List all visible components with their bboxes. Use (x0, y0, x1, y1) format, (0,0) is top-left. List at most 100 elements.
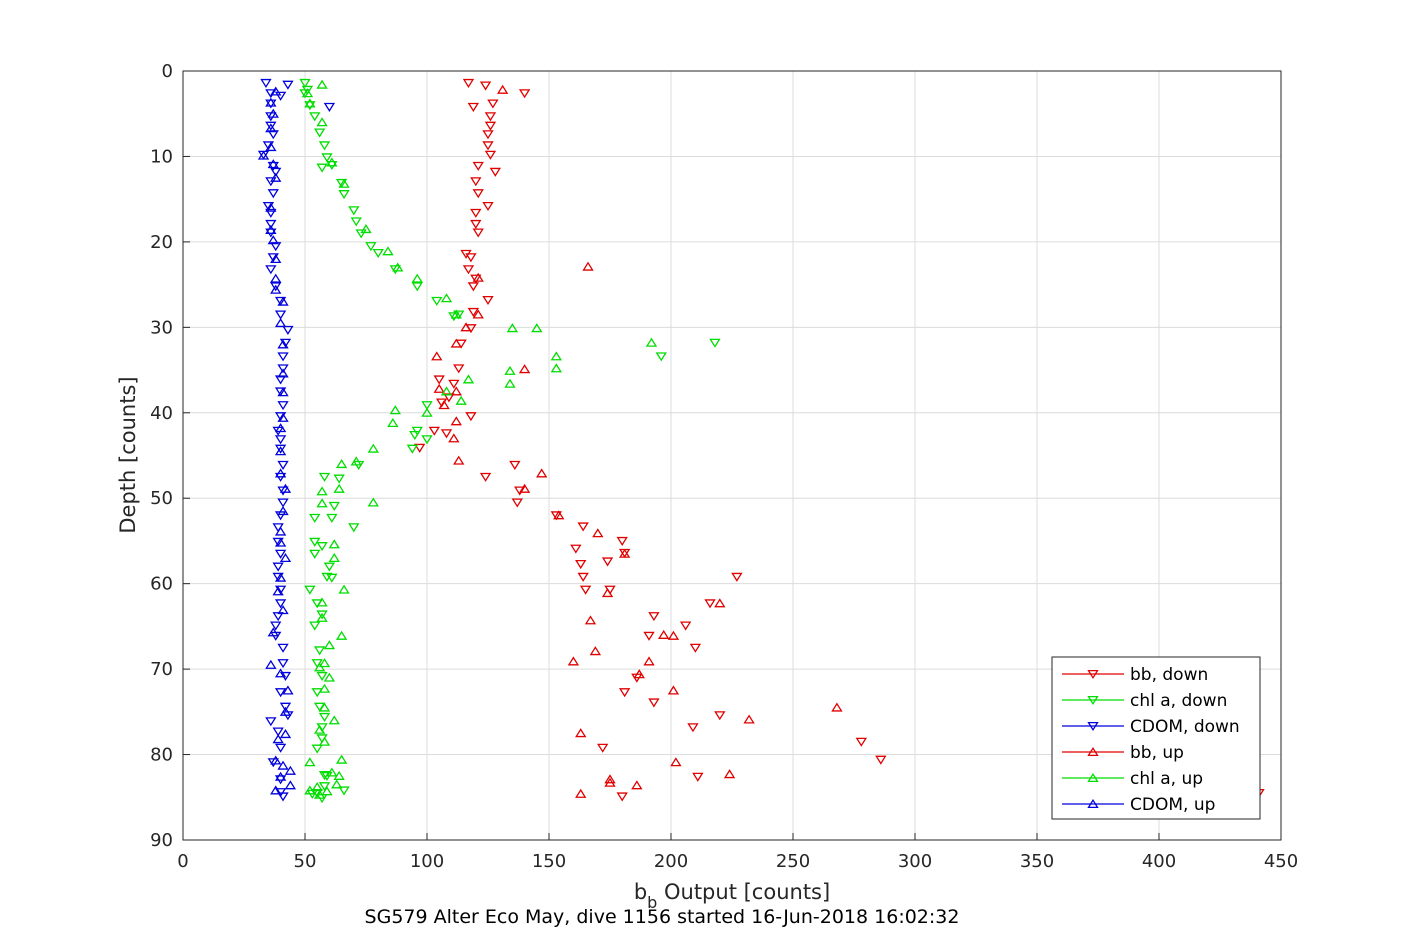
y-axis-label: Depth [counts] (116, 376, 140, 533)
data-point-marker (265, 208, 277, 218)
data-point-marker (304, 757, 316, 767)
data-point-marker (645, 337, 658, 347)
data-point-marker (265, 123, 277, 133)
data-point-marker (687, 723, 699, 733)
data-point-marker (440, 293, 453, 303)
data-point-marker (267, 758, 279, 768)
data-point-marker (577, 572, 589, 582)
data-point-marker (323, 640, 336, 650)
legend-item: bb, up (1062, 743, 1184, 763)
grid (183, 71, 1281, 840)
legend-marker (1087, 746, 1099, 757)
data-point-marker (450, 309, 462, 319)
data-point-marker (333, 770, 345, 780)
data-point-marker (267, 159, 279, 169)
data-point-marker (316, 117, 328, 127)
data-point-marker (553, 510, 565, 520)
data-point-marker (282, 325, 294, 335)
data-point-marker (482, 141, 494, 151)
data-point-marker (709, 338, 721, 348)
data-point-marker (328, 501, 340, 511)
data-point-marker (311, 781, 323, 792)
data-point-marker (670, 757, 682, 767)
data-point-marker (731, 572, 743, 582)
data-point-marker (274, 743, 287, 753)
legend-label: bb, up (1130, 743, 1184, 763)
data-point-marker (714, 598, 726, 608)
data-point-marker (270, 282, 282, 292)
data-point-marker (328, 715, 340, 725)
data-point-marker (265, 99, 277, 109)
data-point-marker (301, 88, 314, 98)
data-point-marker (467, 102, 480, 112)
data-point-marker (284, 780, 297, 790)
data-point-marker (453, 455, 465, 465)
data-point-marker (309, 621, 321, 631)
data-point-marker (633, 669, 645, 679)
data-point-marker (279, 702, 292, 712)
data-point-marker (689, 643, 702, 653)
data-point-marker (679, 621, 692, 631)
data-point-marker (313, 646, 326, 656)
legend-label: CDOM, down (1130, 717, 1240, 737)
data-point-marker (277, 605, 289, 615)
data-point-marker (648, 612, 660, 622)
data-point-marker (267, 235, 279, 245)
data-point-marker (277, 792, 289, 802)
legend-marker (1087, 695, 1099, 706)
data-point-marker (318, 771, 331, 781)
data-point-marker (274, 537, 287, 547)
x-tick-label: 300 (898, 851, 932, 872)
data-point-marker (277, 505, 289, 516)
data-point-marker (265, 219, 277, 229)
data-point-marker (582, 261, 594, 271)
legend-item: chl a, up (1062, 769, 1203, 789)
x-tick-label: 350 (1020, 851, 1054, 872)
data-point-marker (575, 559, 587, 570)
data-point-marker (387, 417, 399, 428)
data-point-marker (270, 242, 282, 252)
chart-subtitle: SG579 Alter Eco May, dive 1156 started 1… (365, 906, 960, 928)
data-point-marker (277, 498, 289, 508)
data-point-marker (265, 265, 277, 275)
data-point-marker (279, 552, 292, 563)
data-point-marker (335, 754, 348, 764)
x-tick-label: 0 (177, 851, 188, 872)
data-point-marker (453, 364, 465, 374)
series-5-points (257, 86, 297, 795)
data-point-marker (479, 472, 492, 482)
data-point-marker (448, 433, 460, 443)
data-point-marker (448, 379, 460, 389)
legend-item: chl a, down (1062, 691, 1227, 711)
data-point-marker (577, 522, 589, 532)
data-point-marker (335, 630, 348, 640)
data-point-marker (313, 128, 326, 138)
data-point-marker (333, 483, 345, 493)
data-point-marker (667, 685, 680, 695)
data-point-marker (277, 760, 289, 770)
data-point-marker (270, 621, 282, 631)
data-point-marker (536, 468, 548, 478)
data-point-marker (504, 378, 516, 388)
data-point-marker (316, 597, 328, 607)
data-point-marker (597, 743, 609, 753)
data-point-marker (333, 474, 345, 484)
data-point-marker (472, 189, 484, 199)
data-point-marker (460, 322, 472, 332)
data-point-marker (323, 102, 336, 112)
data-point-marker (270, 167, 282, 177)
data-point-marker (511, 498, 523, 508)
data-point-marker (262, 201, 275, 212)
data-point-marker (382, 246, 394, 256)
data-point-marker (389, 265, 401, 275)
data-point-marker (421, 435, 433, 445)
series-3-points (431, 84, 843, 798)
data-point-marker (265, 97, 277, 107)
data-point-marker (440, 429, 453, 439)
data-point-marker (465, 412, 477, 422)
data-point-marker (274, 771, 287, 781)
x-tick-label: 50 (294, 851, 317, 872)
data-point-marker (277, 364, 289, 374)
y-tick-label: 50 (150, 488, 173, 509)
